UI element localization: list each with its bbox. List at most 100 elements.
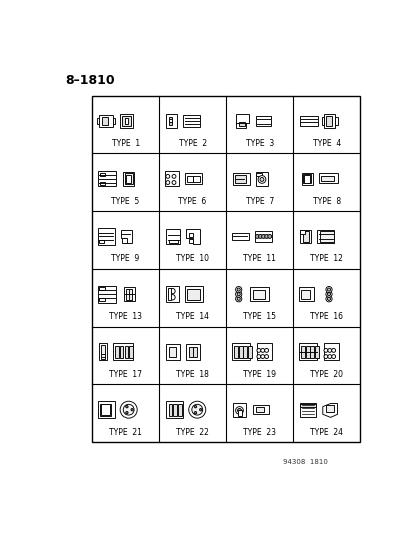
Bar (188, 346, 192, 357)
Circle shape (131, 408, 133, 411)
Bar (100, 173, 104, 175)
Bar (185, 287, 203, 302)
Bar (166, 114, 177, 128)
Bar (256, 343, 271, 360)
Text: TYPE  11: TYPE 11 (242, 254, 275, 263)
Text: TYPE  12: TYPE 12 (309, 254, 342, 263)
Bar (234, 175, 245, 182)
Bar (253, 405, 268, 414)
Text: TYPE  5: TYPE 5 (111, 197, 139, 206)
Text: TYPE  13: TYPE 13 (109, 312, 142, 321)
Text: TYPE  6: TYPE 6 (178, 197, 206, 206)
Bar (232, 173, 249, 185)
Bar (167, 288, 171, 301)
Circle shape (235, 287, 241, 293)
Circle shape (237, 297, 240, 301)
Circle shape (126, 411, 128, 414)
Bar (300, 346, 304, 358)
Bar (303, 174, 311, 183)
Bar (126, 175, 131, 182)
Bar (301, 173, 312, 185)
Text: TYPE  7: TYPE 7 (245, 197, 273, 206)
Circle shape (264, 235, 268, 238)
Circle shape (194, 411, 196, 414)
Bar (124, 173, 132, 184)
Circle shape (235, 296, 241, 302)
Bar (168, 239, 178, 243)
Bar (99, 115, 113, 127)
Bar (166, 344, 180, 360)
Bar (325, 116, 331, 126)
Bar (97, 286, 116, 303)
Circle shape (325, 287, 331, 293)
Bar (302, 231, 308, 242)
Bar (314, 346, 318, 358)
Bar (124, 287, 135, 301)
Bar (125, 289, 131, 300)
Bar (243, 346, 247, 358)
Text: TYPE  1: TYPE 1 (111, 139, 139, 148)
Circle shape (120, 401, 137, 418)
Circle shape (199, 408, 202, 411)
Circle shape (258, 235, 262, 238)
Text: TYPE  10: TYPE 10 (176, 254, 209, 263)
Bar (250, 287, 268, 301)
Circle shape (331, 349, 335, 352)
Circle shape (260, 349, 264, 352)
Bar (178, 403, 181, 416)
Bar (317, 230, 334, 244)
Circle shape (194, 406, 196, 408)
Circle shape (256, 349, 260, 352)
Bar (101, 117, 107, 125)
Bar (97, 228, 114, 245)
Bar (122, 238, 127, 243)
Bar (233, 403, 245, 417)
Bar (188, 233, 192, 237)
Bar (255, 172, 268, 185)
Bar (173, 403, 177, 416)
Bar (238, 346, 242, 358)
Circle shape (235, 407, 243, 414)
Circle shape (325, 291, 331, 297)
Text: TYPE  3: TYPE 3 (245, 139, 273, 148)
Bar (233, 346, 237, 358)
Bar (247, 346, 251, 358)
Text: TYPE  19: TYPE 19 (242, 370, 275, 379)
Bar (168, 117, 172, 120)
Bar (100, 405, 110, 415)
Circle shape (323, 354, 327, 359)
Bar (166, 229, 180, 244)
Bar (254, 231, 271, 242)
Bar (124, 346, 128, 358)
Polygon shape (121, 230, 131, 244)
Bar (187, 175, 193, 182)
Bar (99, 343, 107, 360)
Circle shape (327, 354, 331, 359)
Bar (166, 287, 178, 302)
Text: TYPE  21: TYPE 21 (109, 427, 142, 437)
Bar (252, 289, 264, 299)
Text: TYPE  17: TYPE 17 (109, 370, 142, 379)
Text: TYPE  18: TYPE 18 (176, 370, 209, 379)
Circle shape (191, 405, 202, 415)
Bar (237, 410, 241, 416)
Circle shape (261, 235, 265, 238)
Circle shape (237, 408, 241, 413)
Text: TYPE  24: TYPE 24 (309, 427, 342, 437)
Text: TYPE  4: TYPE 4 (312, 139, 340, 148)
Circle shape (327, 297, 330, 301)
Bar (299, 403, 315, 417)
Bar (305, 346, 309, 358)
Circle shape (123, 405, 134, 415)
Bar (113, 118, 115, 124)
Bar (298, 287, 313, 301)
Bar (164, 171, 178, 187)
Bar (255, 173, 261, 176)
Bar (231, 233, 248, 239)
Circle shape (172, 174, 176, 179)
Bar (299, 230, 304, 234)
Bar (188, 239, 192, 243)
Bar (99, 240, 104, 244)
Circle shape (327, 288, 330, 291)
Text: TYPE  15: TYPE 15 (242, 312, 275, 321)
